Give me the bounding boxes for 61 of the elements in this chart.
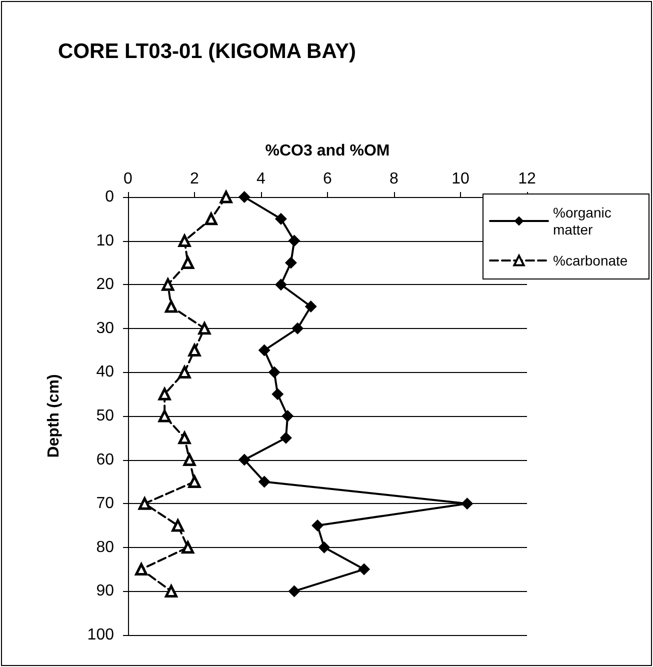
x-tick-label: 6	[323, 170, 332, 188]
point	[188, 344, 201, 357]
point	[178, 432, 191, 444]
point	[318, 541, 330, 554]
point	[204, 212, 218, 226]
point	[158, 388, 171, 400]
x-tick-label: 4	[256, 170, 266, 188]
chart-title: CORE LT03-01 (KIGOMA BAY)	[58, 40, 356, 63]
point	[312, 520, 324, 532]
y-tick-label: 20	[96, 276, 114, 294]
point	[268, 366, 280, 378]
x-tick-label: 10	[452, 170, 470, 188]
x-tick-label: 2	[190, 170, 200, 188]
y-tick-label: 80	[96, 538, 114, 556]
point	[188, 475, 201, 488]
point	[288, 234, 300, 247]
point	[183, 454, 196, 466]
y-tick-label: 50	[96, 408, 114, 424]
point	[220, 190, 232, 204]
point	[162, 278, 174, 291]
point	[258, 344, 270, 356]
y-tick-label: 40	[96, 364, 114, 381]
y-tick-label: 90	[96, 582, 114, 600]
x-tick-label: 8	[390, 170, 399, 188]
y-tick-label: 30	[96, 320, 114, 337]
point	[182, 541, 194, 554]
y-tick-label: 100	[87, 626, 114, 644]
point	[304, 300, 317, 312]
point	[280, 432, 292, 444]
x-tick-label: 0	[124, 170, 133, 188]
point	[274, 212, 287, 225]
point	[288, 585, 300, 598]
point	[178, 366, 191, 378]
legend-label: %carbonate	[553, 252, 628, 268]
point	[258, 476, 270, 488]
point	[164, 584, 178, 598]
point	[292, 322, 304, 334]
point	[172, 519, 184, 532]
point	[358, 563, 370, 576]
point	[238, 191, 250, 203]
point	[282, 410, 294, 422]
point	[274, 278, 287, 291]
point	[272, 388, 284, 400]
x-tick-label: 12	[518, 170, 536, 188]
point	[182, 256, 194, 269]
x-axis-title: %CO3 and %OM	[265, 142, 390, 160]
y-tick-label: 10	[96, 232, 114, 250]
point	[461, 498, 474, 510]
point	[135, 563, 148, 576]
y-tick-label: 60	[96, 451, 114, 468]
legend-label: %organic matter	[553, 204, 616, 238]
y-tick-label: 70	[96, 495, 114, 512]
point	[158, 410, 171, 422]
y-axis-title: Depth (cm)	[46, 374, 62, 458]
point	[138, 497, 151, 510]
point	[198, 322, 211, 335]
point	[284, 256, 297, 269]
point	[178, 234, 191, 248]
point	[238, 454, 250, 466]
point	[164, 300, 178, 313]
y-tick-label: 0	[105, 188, 114, 206]
